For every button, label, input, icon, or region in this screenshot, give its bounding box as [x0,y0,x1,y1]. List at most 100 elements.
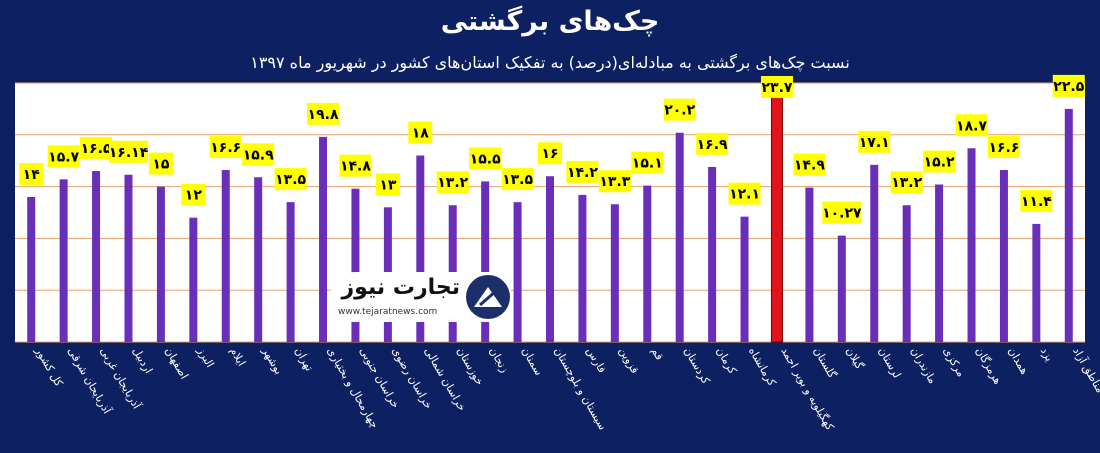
data-label-bg [209,136,242,159]
bar [513,202,522,342]
bar [254,177,263,342]
bar [708,166,717,342]
data-label-bg [274,168,307,191]
bar [189,217,198,342]
bar [740,216,749,342]
data-label: ۱۶.۹ [697,137,728,153]
bar [935,184,944,342]
data-label-bg [148,152,173,175]
data-label: ۱۶.۵ [81,141,112,157]
data-label-bg [955,114,988,137]
bar [805,187,814,342]
data-label: ۲۳.۷ [761,80,792,96]
bar [27,196,36,342]
data-label-bg [469,147,502,170]
data-label-bg [538,142,562,165]
bar [351,188,360,342]
category-label: کرمانشاه [746,345,779,389]
data-label: ۱۳.۵ [275,172,306,188]
data-label-bg [923,150,956,173]
bar [481,181,490,342]
data-label-bg [501,168,534,191]
category-label: لرستان [876,345,904,380]
data-label: ۱۴.۲ [567,165,598,181]
category-label: همدان [1005,345,1031,377]
data-label: ۱۵ [152,157,170,173]
data-label-bg [987,136,1020,159]
bar [221,170,230,342]
category-label: قم [649,345,667,362]
category-label: ایلام [227,345,248,368]
data-label-bg [80,137,113,160]
data-label-bg [760,76,793,98]
bar [837,235,846,342]
data-label: ۱۸ [412,126,430,142]
data-label: ۱۶.۶ [210,140,241,156]
bar [124,174,133,342]
category-label: خوزستان [454,345,486,388]
data-label-bg [728,182,761,205]
data-label-bg [242,143,275,166]
data-label: ۱۳.۲ [437,175,468,191]
bar [92,171,101,342]
bar [902,205,911,342]
bar [870,164,879,342]
data-label: ۱۵.۹ [243,147,274,163]
data-label-bg [375,173,400,196]
category-label: اردبیل [130,345,155,376]
category-label: مناطق آزاد [1069,345,1100,396]
data-label: ۱۵.۵ [470,151,501,167]
category-label: بوشهر [259,344,285,377]
data-label: ۲۰.۲ [664,103,695,119]
data-label-bg [598,170,631,193]
data-label-bg [631,151,664,174]
category-label: تهران [292,345,316,373]
data-label: ۱۴ [23,167,41,183]
category-label: زنجان [487,345,512,375]
category-label: البرز [194,344,216,370]
data-label: ۱۶ [541,146,558,162]
logo-url: www.tejaratnews.com [338,307,438,317]
data-label-bg [890,171,923,194]
category-label: قزوین [616,345,641,376]
data-label: ۱۳.۲ [891,175,922,191]
data-label-bg [696,132,729,155]
category-label: مرکزی [940,345,967,379]
data-label: ۱۰.۲۷ [822,206,862,222]
data-label-bg [793,153,826,176]
data-label-bg [181,183,206,206]
bar [319,136,328,342]
data-label: ۱۱.۴ [1021,194,1052,210]
category-label: یزد [1038,345,1056,364]
logo-brand: تجارت نیوز [341,275,460,300]
data-label-bg [436,171,469,194]
category-label: کردستان [681,345,713,387]
data-label: ۱۲ [185,188,203,204]
data-label: ۱۴.۹ [794,158,825,174]
bar [999,170,1008,342]
data-label: ۱۵.۲ [924,155,955,171]
category-label: اصفهان [162,345,190,381]
bar [546,176,554,342]
category-label: کرمان [714,345,740,377]
data-label: ۱۵.۷ [48,149,79,165]
bar [1032,223,1041,342]
data-label-bg [822,201,862,224]
data-label-bg [19,162,44,185]
data-label: ۱۵.۱ [632,156,663,172]
bar [967,148,976,342]
data-label-bg [1020,189,1053,212]
data-label-bg [1052,74,1085,97]
data-label: ۱۳ [379,177,397,193]
data-label-bg [108,140,148,163]
data-label-bg [663,98,696,121]
bar [59,179,68,342]
data-label: ۲۲.۵ [1053,79,1084,95]
bar [416,155,425,342]
data-label: ۱۷.۱ [859,135,890,151]
data-label: ۱۲.۱ [729,187,760,203]
category-label: گیلان [843,345,866,372]
bar [675,132,684,342]
logo-mark-icon [466,275,510,319]
data-label-bg [858,130,891,153]
